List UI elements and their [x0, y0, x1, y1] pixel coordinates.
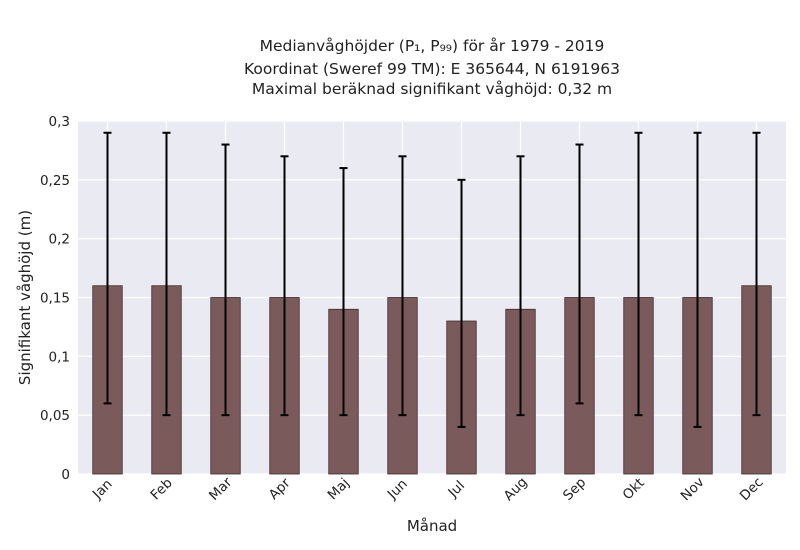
x-tick-label: Feb — [148, 475, 176, 503]
x-tick-label: Sep — [560, 475, 589, 504]
chart-title-line-1: Medianvåghöjder (P₁, P₉₉) för år 1979 - … — [260, 37, 605, 55]
error-bars — [103, 131, 761, 428]
x-tick-label: Aug — [501, 474, 531, 504]
x-tick-label: Jul — [445, 478, 469, 502]
chart-title-line-2: Koordinat (Sweref 99 TM): E 365644, N 61… — [244, 60, 620, 78]
y-axis-label: Signifikant våghöjd (m) — [16, 210, 34, 385]
x-axis-ticks: Jan Feb Mar Apr Maj Jun Jul Aug Sep Okt Nov Dec — [89, 474, 767, 504]
x-tick-label: Jan — [89, 476, 116, 503]
x-tick-label: Dec — [737, 474, 767, 504]
y-tick-label: 0,2 — [49, 232, 70, 248]
x-axis-label: Månad — [407, 517, 457, 535]
x-tick-label: Jun — [384, 476, 411, 503]
x-tick-label: Mar — [206, 474, 236, 504]
y-tick-label: 0,1 — [49, 349, 70, 365]
chart-title-line-3: Maximal beräknad signifikant våghöjd: 0,… — [252, 80, 612, 98]
y-tick-label: 0,05 — [40, 408, 70, 424]
chart-title: Medianvåghöjder (P₁, P₉₉) för år 1979 - … — [244, 37, 620, 98]
x-tick-label: Okt — [620, 475, 648, 503]
y-tick-label: 0,15 — [40, 291, 70, 307]
x-tick-label: Maj — [325, 475, 353, 503]
y-tick-label: 0,25 — [40, 173, 70, 189]
y-tick-label: 0 — [61, 467, 70, 483]
y-tick-label: 0,3 — [49, 114, 70, 130]
x-tick-label: Apr — [266, 475, 294, 503]
x-tick-label: Nov — [678, 474, 708, 504]
y-axis-ticks: 0 0,05 0,1 0,15 0,2 0,25 0,3 — [40, 114, 70, 483]
